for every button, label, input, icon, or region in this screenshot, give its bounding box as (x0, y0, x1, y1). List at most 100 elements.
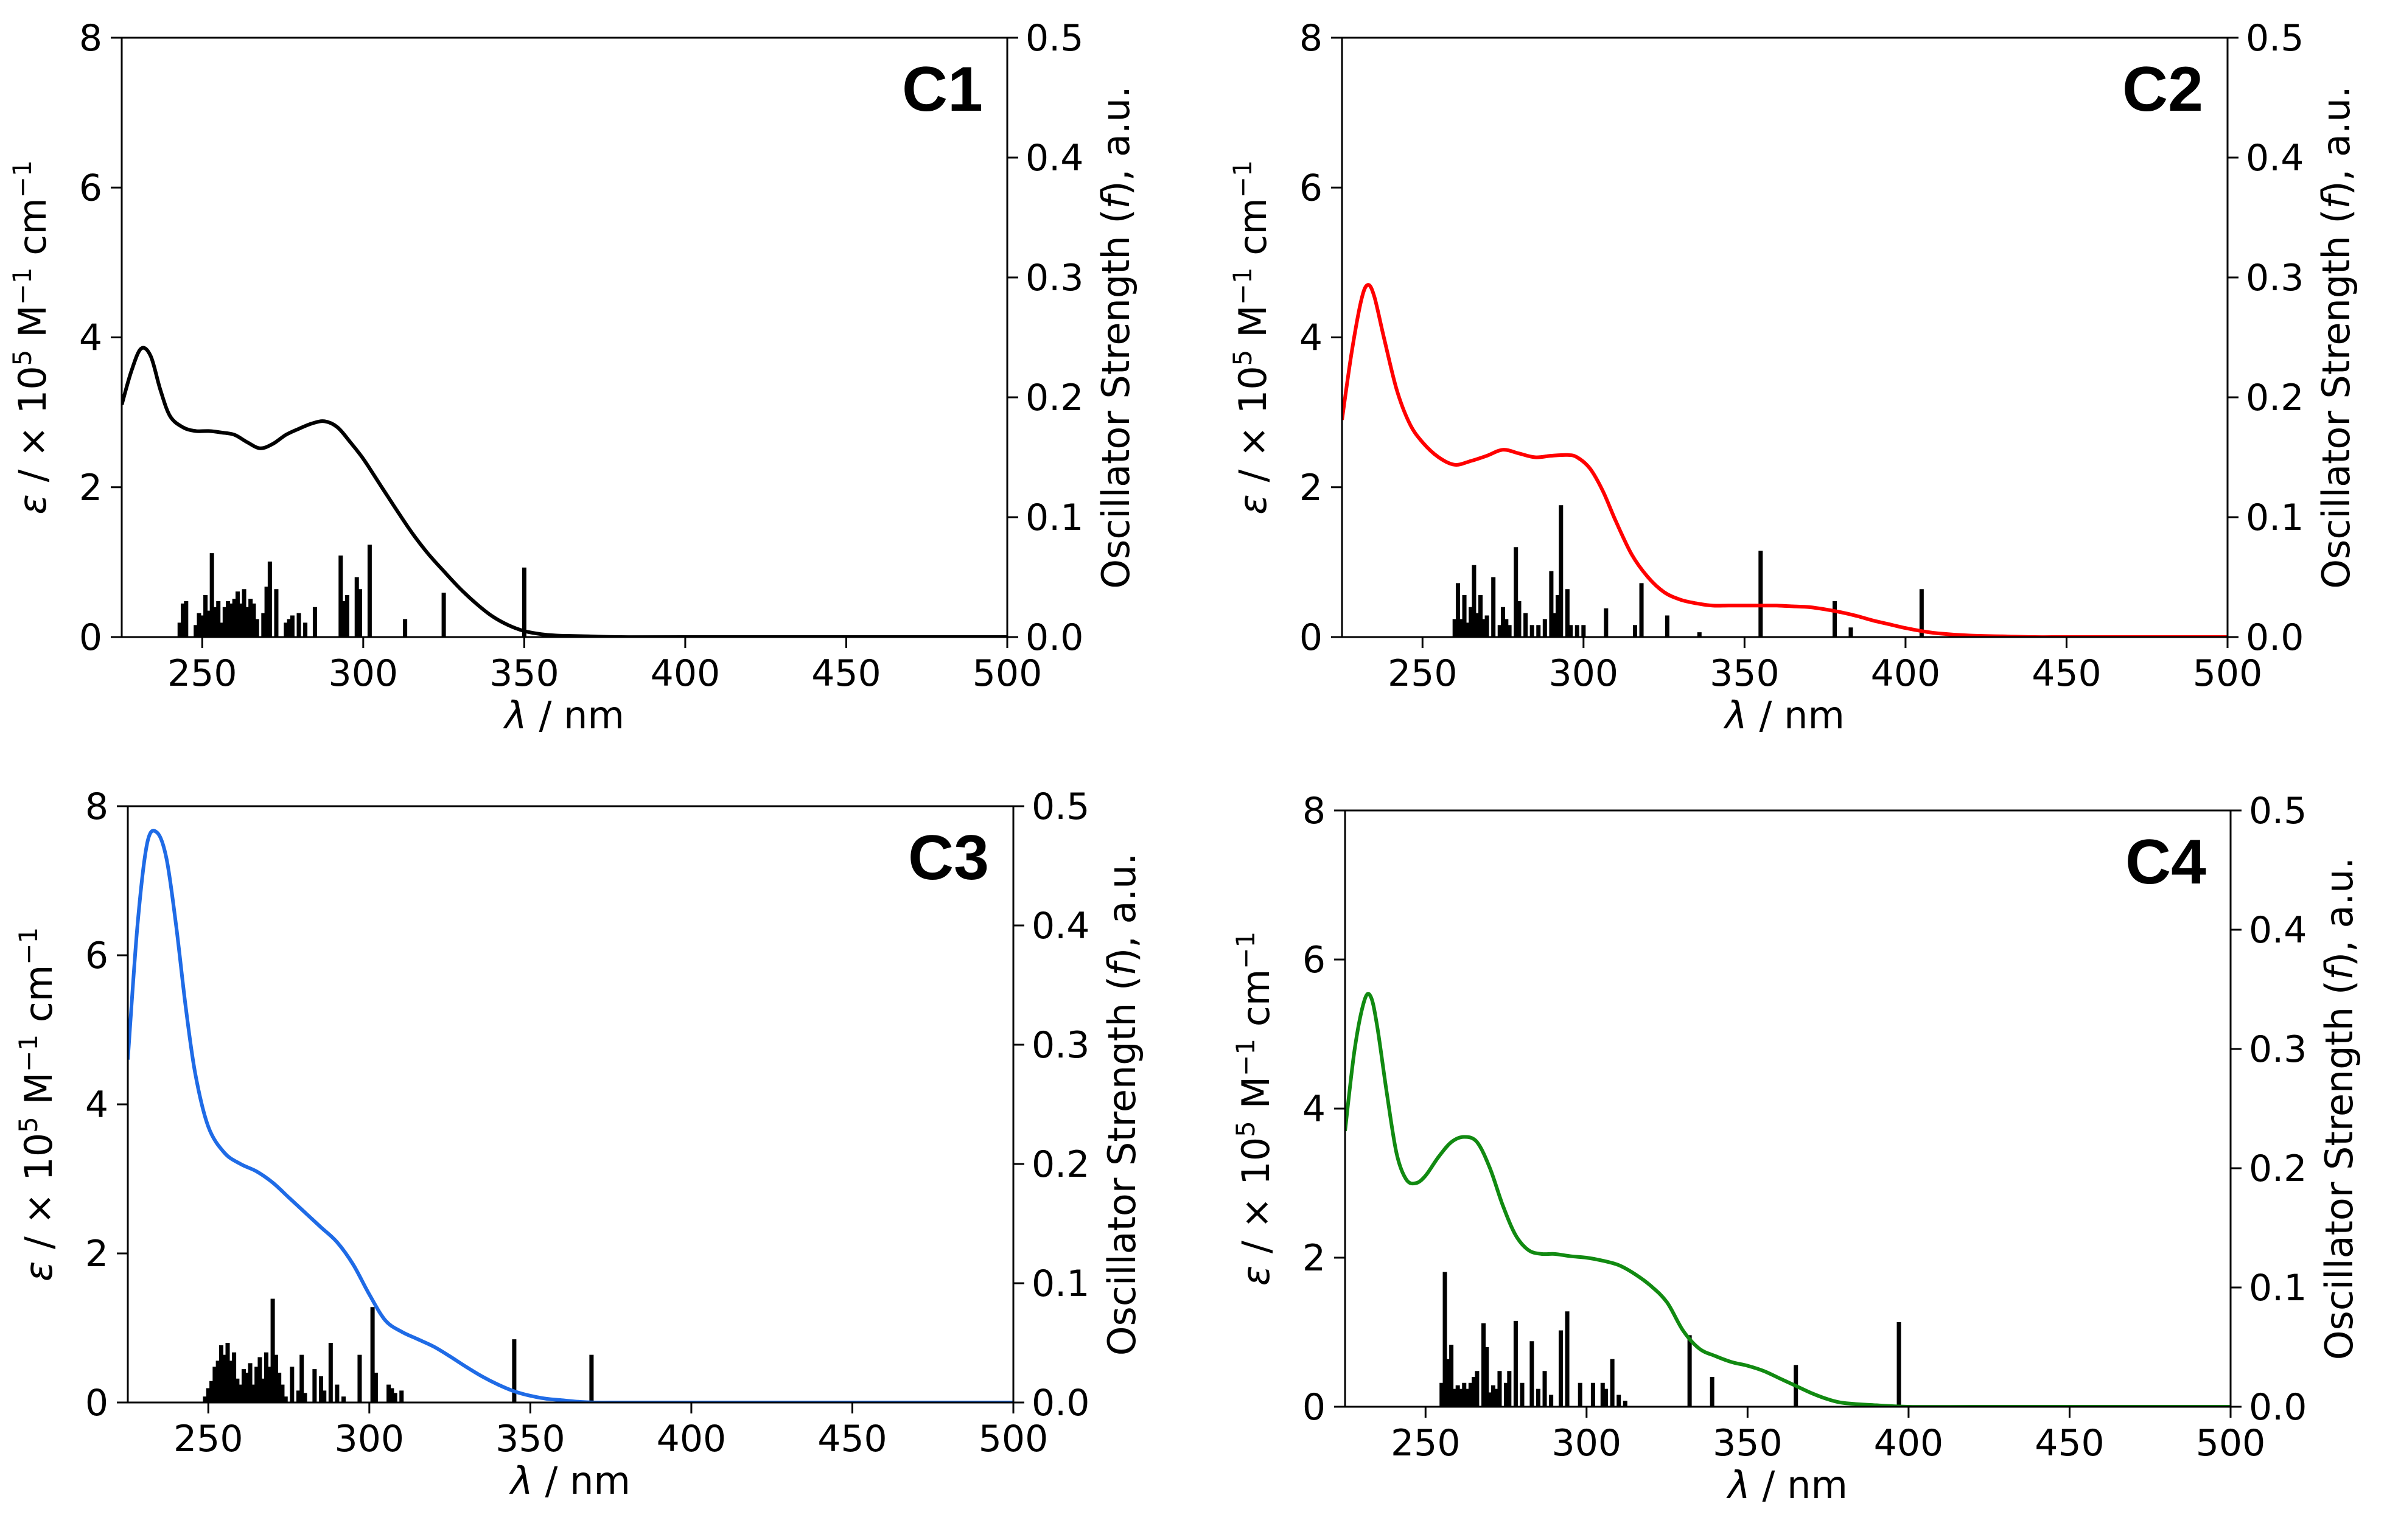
epsilon-spectrum-line (1342, 283, 2228, 637)
x-tick-label: 300 (335, 1418, 405, 1460)
x-axis-label: λ / nm (509, 1458, 631, 1503)
x-tick-label: 250 (167, 652, 237, 695)
panel-label: C2 (2122, 54, 2203, 125)
x-tick-label: 350 (489, 652, 559, 695)
x-axis-label: λ / nm (1723, 693, 1845, 737)
x-tick-label: 500 (973, 652, 1043, 695)
y-left-tick-label: 0 (1299, 616, 1323, 659)
y-right-tick-label: 0.3 (1026, 257, 1083, 299)
y-left-tick-label: 2 (79, 467, 102, 509)
y-right-axis-label: Oscillator Strength (f), a.u. (2317, 857, 2361, 1361)
panel-label: C1 (902, 54, 983, 125)
x-tick-label: 350 (495, 1418, 565, 1460)
y-left-tick-label: 2 (1299, 467, 1323, 509)
y-left-tick-label: 2 (85, 1233, 108, 1275)
x-tick-label: 300 (329, 652, 399, 695)
epsilon-spectrum-line (1345, 992, 2231, 1407)
y-right-tick-label: 0.0 (1032, 1382, 1089, 1424)
x-tick-label: 500 (979, 1418, 1049, 1460)
y-right-tick-label: 0.2 (1026, 377, 1083, 419)
y-right-tick-label: 0.1 (1032, 1263, 1089, 1305)
y-right-tick-label: 0.0 (2246, 616, 2304, 659)
y-right-tick-label: 0.2 (1032, 1143, 1089, 1186)
y-right-tick-label: 0.2 (2246, 377, 2304, 419)
y-left-tick-label: 0 (79, 616, 102, 659)
y-left-tick-label: 0 (1302, 1386, 1326, 1429)
x-tick-label: 250 (1391, 1422, 1461, 1465)
oscillator-sticks (1452, 505, 1924, 637)
panel-c2: 250 300 350 400 450 500 0 2 4 6 8 0.0 0.1 0.2 0.3 0.4 0.… (1228, 17, 2358, 737)
y-left-axis-label: ε / × 105 M−1 cm−1 (13, 927, 61, 1281)
y-left-axis-label: ε / × 105 M−1 cm−1 (7, 160, 55, 514)
panel-c3: 250 300 350 400 450 500 0 2 4 6 8 0.0 0.1 0.2 0.3 0.4 0.… (13, 786, 1144, 1503)
oscillator-sticks (177, 545, 526, 637)
plot-frame (121, 37, 1008, 638)
y-right-tick-label: 0.4 (2246, 137, 2304, 179)
plot-frame (127, 805, 1015, 1404)
x-tick-label: 500 (2196, 1422, 2266, 1465)
y-right-tick-label: 0.5 (1026, 17, 1083, 60)
x-tick-label: 300 (1552, 1422, 1622, 1465)
y-right-tick-label: 0.0 (1026, 616, 1083, 659)
y-left-tick-label: 2 (1302, 1237, 1326, 1280)
y-left-tick-label: 4 (1299, 317, 1323, 360)
y-right-tick-label: 0.1 (2246, 496, 2304, 539)
x-axis-label: λ / nm (503, 693, 624, 737)
y-right-tick-label: 0.1 (1026, 496, 1083, 539)
y-left-tick-label: 6 (79, 167, 102, 209)
y-right-tick-label: 0.5 (2246, 17, 2304, 60)
y-left-tick-label: 8 (1299, 17, 1323, 60)
x-tick-label: 300 (1549, 652, 1619, 695)
y-left-tick-label: 6 (85, 935, 108, 977)
x-tick-label: 450 (2035, 1422, 2105, 1465)
y-right-axis-label: Oscillator Strength (f), a.u. (1094, 86, 1138, 589)
y-right-tick-label: 0.1 (2249, 1267, 2307, 1309)
y-right-tick-label: 0.5 (2249, 790, 2307, 832)
panel-c4: 250 300 350 400 450 500 0 2 4 6 8 0.0 0.1 0.2 0.3 0.4 0.… (1231, 790, 2361, 1507)
oscillator-sticks (1439, 1272, 1901, 1407)
x-tick-label: 250 (1388, 652, 1458, 695)
x-tick-label: 450 (817, 1418, 887, 1460)
y-right-tick-label: 0.3 (2249, 1028, 2307, 1071)
y-left-axis-label: ε / × 105 M−1 cm−1 (1231, 932, 1278, 1286)
epsilon-spectrum-line (128, 829, 1013, 1402)
panel-label: C4 (2125, 827, 2206, 897)
y-right-tick-label: 0.4 (1026, 137, 1083, 179)
y-right-tick-label: 0.4 (2249, 909, 2307, 952)
x-tick-label: 350 (1710, 652, 1780, 695)
y-left-tick-label: 4 (79, 317, 102, 360)
y-left-tick-label: 0 (85, 1382, 108, 1424)
y-right-axis-label: Oscillator Strength (f), a.u. (1100, 853, 1144, 1356)
y-left-tick-label: 8 (1302, 790, 1326, 832)
x-tick-label: 450 (2032, 652, 2102, 695)
y-left-tick-label: 6 (1302, 939, 1326, 981)
y-right-axis-label: Oscillator Strength (f), a.u. (2314, 86, 2358, 589)
y-right-tick-label: 0.0 (2249, 1386, 2307, 1429)
y-left-tick-label: 8 (85, 786, 108, 828)
panel-label: C3 (908, 823, 989, 893)
x-tick-label: 400 (651, 652, 721, 695)
x-tick-label: 350 (1713, 1422, 1783, 1465)
plot-frame (1344, 809, 2232, 1408)
x-tick-label: 400 (657, 1418, 727, 1460)
x-tick-label: 400 (1871, 652, 1941, 695)
plot-frame (1341, 37, 2229, 638)
oscillator-sticks (203, 1298, 594, 1402)
y-left-tick-label: 6 (1299, 167, 1323, 209)
y-left-tick-label: 4 (85, 1084, 108, 1126)
y-right-tick-label: 0.3 (2246, 257, 2304, 299)
y-left-tick-label: 8 (79, 17, 102, 60)
x-tick-label: 250 (173, 1418, 243, 1460)
x-tick-label: 450 (811, 652, 881, 695)
y-right-tick-label: 0.5 (1032, 786, 1089, 828)
x-tick-label: 500 (2193, 652, 2263, 695)
epsilon-spectrum-line (122, 346, 1007, 637)
x-axis-label: λ / nm (1726, 1463, 1848, 1507)
y-left-tick-label: 4 (1302, 1088, 1326, 1131)
x-tick-label: 400 (1874, 1422, 1944, 1465)
y-left-axis-label: ε / × 105 M−1 cm−1 (1228, 160, 1275, 514)
y-right-tick-label: 0.2 (2249, 1148, 2307, 1190)
y-right-tick-label: 0.4 (1032, 905, 1089, 947)
y-right-tick-label: 0.3 (1032, 1024, 1089, 1067)
